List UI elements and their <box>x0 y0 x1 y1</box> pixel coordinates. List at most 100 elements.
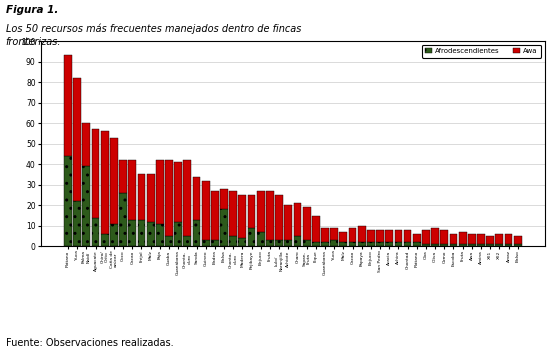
Text: Los 50 recursos más frecuentes manejados dentro de fincas
fronterizas.: Los 50 recursos más frecuentes manejados… <box>6 23 301 47</box>
Bar <box>496 244 503 246</box>
Bar <box>184 160 191 236</box>
Bar <box>376 230 384 242</box>
Bar <box>82 123 90 166</box>
Bar <box>266 191 274 240</box>
Bar <box>449 234 458 244</box>
Bar <box>404 230 411 242</box>
Bar <box>220 209 228 246</box>
Bar <box>339 232 347 242</box>
Bar <box>248 228 256 246</box>
Bar <box>441 244 448 246</box>
Bar <box>184 236 191 246</box>
Bar <box>505 234 513 244</box>
Bar <box>266 240 274 246</box>
Bar <box>349 242 356 246</box>
Bar <box>165 236 173 246</box>
Bar <box>73 201 81 246</box>
Bar <box>248 195 256 228</box>
Bar <box>92 217 100 246</box>
Bar <box>505 244 513 246</box>
Bar <box>284 240 292 246</box>
Bar <box>174 222 182 246</box>
Bar <box>367 230 375 242</box>
Text: Fuente: Observaciones realizadas.: Fuente: Observaciones realizadas. <box>6 338 173 348</box>
Bar <box>220 189 228 209</box>
Bar <box>302 240 311 246</box>
Bar <box>192 176 200 220</box>
Bar <box>312 242 320 246</box>
Bar <box>386 242 393 246</box>
Bar <box>302 207 311 240</box>
Bar <box>257 232 265 246</box>
Bar <box>211 191 219 240</box>
Bar <box>459 232 466 244</box>
Bar <box>468 244 476 246</box>
Bar <box>496 234 503 244</box>
Bar <box>101 234 109 246</box>
Bar <box>275 195 283 240</box>
Bar <box>486 236 494 244</box>
Bar <box>174 162 182 222</box>
Legend: Afrodescendientes, Awa: Afrodescendientes, Awa <box>422 45 541 57</box>
Bar <box>128 160 136 220</box>
Bar <box>431 228 439 244</box>
Bar <box>477 244 485 246</box>
Bar <box>101 131 109 234</box>
Bar <box>202 240 210 246</box>
Bar <box>422 244 430 246</box>
Bar <box>110 137 118 224</box>
Bar <box>514 236 521 244</box>
Bar <box>367 242 375 246</box>
Bar <box>404 242 411 246</box>
Bar <box>73 78 81 201</box>
Bar <box>110 224 118 246</box>
Bar <box>330 240 338 246</box>
Bar <box>211 240 219 246</box>
Bar <box>376 242 384 246</box>
Bar <box>321 228 329 242</box>
Bar <box>413 242 421 246</box>
Bar <box>138 220 145 246</box>
Bar <box>119 160 127 193</box>
Bar <box>294 236 301 246</box>
Bar <box>413 234 421 242</box>
Bar <box>92 129 100 217</box>
Bar <box>156 224 164 246</box>
Bar <box>422 230 430 244</box>
Bar <box>257 191 265 232</box>
Bar <box>239 238 246 246</box>
Bar <box>386 230 393 242</box>
Bar <box>202 181 210 240</box>
Bar <box>477 234 485 244</box>
Bar <box>239 195 246 238</box>
Bar <box>128 220 136 246</box>
Bar <box>330 228 338 240</box>
Bar <box>156 160 164 224</box>
Bar <box>394 230 402 242</box>
Bar <box>486 244 494 246</box>
Bar <box>358 226 366 242</box>
Bar <box>165 160 173 236</box>
Bar <box>229 236 237 246</box>
Bar <box>294 203 301 236</box>
Bar <box>459 244 466 246</box>
Bar <box>349 228 356 242</box>
Bar <box>119 193 127 246</box>
Bar <box>394 242 402 246</box>
Bar <box>358 242 366 246</box>
Bar <box>229 191 237 236</box>
Bar <box>321 242 329 246</box>
Bar <box>431 244 439 246</box>
Bar <box>147 222 155 246</box>
Bar <box>64 55 72 156</box>
Bar <box>449 244 458 246</box>
Bar <box>468 234 476 244</box>
Bar <box>441 230 448 244</box>
Bar <box>514 244 521 246</box>
Bar <box>312 216 320 242</box>
Bar <box>147 175 155 222</box>
Text: Figura 1.: Figura 1. <box>6 5 58 15</box>
Bar <box>275 240 283 246</box>
Bar <box>284 205 292 240</box>
Bar <box>64 156 72 246</box>
